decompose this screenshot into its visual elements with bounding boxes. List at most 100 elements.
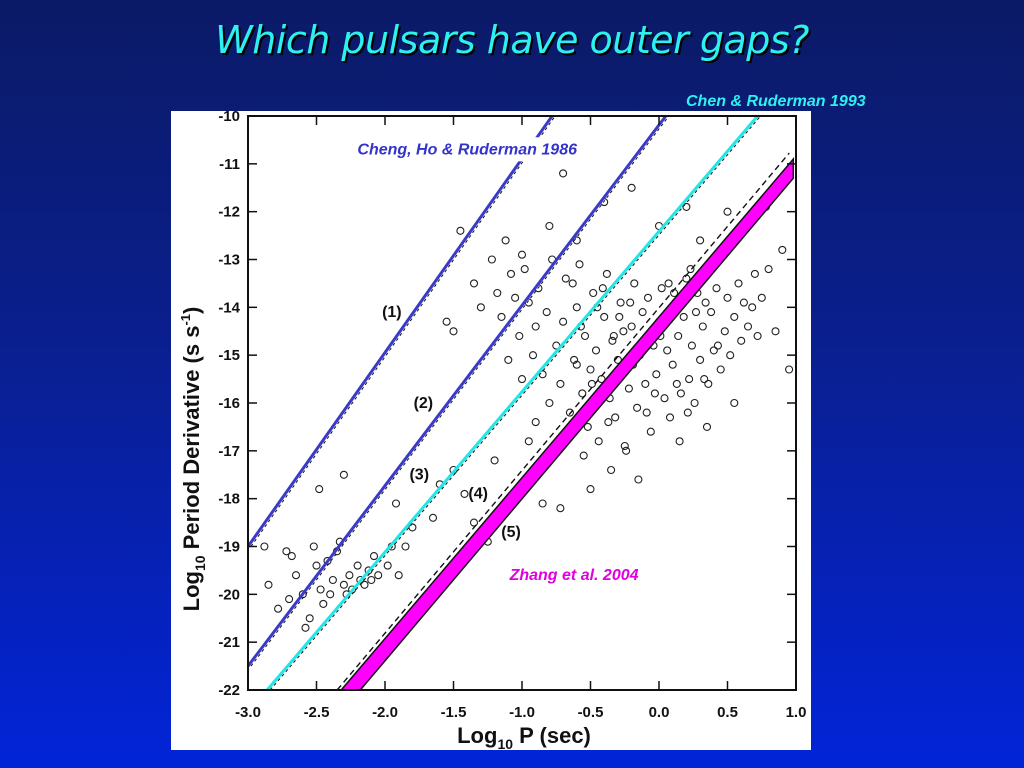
pulsar-point xyxy=(583,422,592,431)
pulsar-point xyxy=(696,236,705,245)
pulsar-point xyxy=(683,408,692,417)
y-tick-label: -19 xyxy=(218,539,240,556)
pulsar-point xyxy=(604,418,613,427)
pulsar-point xyxy=(469,279,479,288)
death-line-1-dashed xyxy=(250,115,556,547)
pulsar-point xyxy=(515,331,524,341)
pulsar-point xyxy=(531,322,540,331)
pulsar-point xyxy=(305,614,314,623)
pulsar-point xyxy=(702,422,712,431)
pulsar-point xyxy=(456,226,465,235)
pulsar-point xyxy=(638,308,647,317)
pulsar-point xyxy=(586,365,595,374)
x-tick-label: -2.0 xyxy=(372,704,398,721)
pulsar-ppdot-chart: -3.0 -2.5 -2.0 -1.5 -1.0 -0.5 0.0 0.5 1.0 -10 -11 -… xyxy=(178,111,806,750)
death-line-2 xyxy=(246,115,668,667)
pulsar-point xyxy=(469,518,479,527)
pulsar-point xyxy=(602,269,611,278)
pulsar-point xyxy=(591,346,601,355)
pulsar-point xyxy=(720,327,729,336)
pulsar-point xyxy=(589,288,598,298)
pulsar-point xyxy=(501,236,510,245)
pulsar-point xyxy=(504,355,513,364)
pulsar-point xyxy=(685,375,694,384)
pulsar-point xyxy=(707,308,716,317)
pulsar-point xyxy=(517,250,527,259)
y-tick-label: -18 xyxy=(218,491,240,508)
pulsar-point xyxy=(391,499,401,508)
zhang-band xyxy=(339,157,795,691)
pulsar-point xyxy=(517,375,527,384)
ticks-layer: -3.0 -2.5 -2.0 -1.5 -1.0 -0.5 0.0 0.5 1.0 -10 -11 -… xyxy=(218,111,806,721)
pulsar-point xyxy=(538,370,547,379)
line-label: (1) xyxy=(382,304,402,321)
death-line-1 xyxy=(246,115,554,548)
pulsar-point xyxy=(559,317,568,326)
x-tick-label: -0.5 xyxy=(578,704,604,721)
pulsar-point xyxy=(652,370,661,379)
y-tick-label: -13 xyxy=(218,252,240,269)
pulsar-point xyxy=(660,394,669,403)
pulsar-point xyxy=(713,341,722,350)
y-tick-label: -22 xyxy=(218,682,240,699)
y-tick-label: -17 xyxy=(218,443,240,460)
pulsar-point xyxy=(627,183,636,192)
x-tick-label: 0.0 xyxy=(649,704,670,721)
pulsar-point xyxy=(531,418,540,427)
pulsar-point xyxy=(312,561,321,570)
pulsar-point xyxy=(785,365,794,374)
pulsar-point xyxy=(460,489,469,498)
pulsar-point xyxy=(650,389,659,398)
pulsar-point xyxy=(291,571,301,580)
pulsar-point xyxy=(260,542,269,551)
death-lines-layer xyxy=(246,115,795,691)
line-label: (5) xyxy=(501,524,521,541)
pulsar-point xyxy=(663,346,672,355)
pulsar-point xyxy=(545,221,554,231)
pulsar-point xyxy=(348,585,357,594)
x-tick-label: 0.5 xyxy=(717,704,738,721)
pulsar-point xyxy=(360,580,369,589)
pulsar-point xyxy=(665,413,675,422)
pulsar-point xyxy=(587,379,596,388)
pulsar-point xyxy=(345,571,354,580)
pulsar-point xyxy=(743,322,753,331)
y-tick-label: -14 xyxy=(218,299,240,316)
y-tick-label: -21 xyxy=(218,634,240,651)
pulsar-point xyxy=(686,265,695,274)
pulsar-point xyxy=(339,580,348,589)
annotation-cheng-ho-ruderman: Cheng, Ho & Ruderman 1986 xyxy=(357,141,577,158)
pulsar-point xyxy=(594,437,603,446)
pulsar-point xyxy=(374,571,383,580)
pulsar-point xyxy=(627,322,636,331)
pulsar-point xyxy=(315,485,324,494)
pulsar-point xyxy=(339,470,348,479)
y-tick-label: -16 xyxy=(218,395,240,412)
pulsar-point xyxy=(274,604,283,613)
pulsar-point xyxy=(565,408,574,417)
pulsar-point xyxy=(716,365,725,374)
x-tick-label: -1.0 xyxy=(509,704,535,721)
pulsar-point xyxy=(624,384,633,393)
pulsar-point xyxy=(568,279,577,288)
pulsar-point xyxy=(753,331,762,341)
y-tick-label: -15 xyxy=(218,347,240,364)
pulsar-point xyxy=(698,322,707,331)
scatter-layer xyxy=(260,169,794,632)
pulsar-point xyxy=(598,284,607,293)
pulsar-point xyxy=(497,312,506,321)
pulsar-point xyxy=(383,561,392,570)
pulsar-point xyxy=(679,312,688,321)
pulsar-point xyxy=(691,308,701,317)
pulsar-point xyxy=(542,308,551,317)
pulsar-point xyxy=(561,274,570,283)
pulsar-point xyxy=(616,298,625,307)
chart-panel: -3.0 -2.5 -2.0 -1.5 -1.0 -0.5 0.0 0.5 1.0 -10 -11 -… xyxy=(171,111,811,750)
pulsar-point xyxy=(609,331,618,341)
pulsar-point xyxy=(646,427,655,436)
pulsar-point xyxy=(626,298,635,307)
pulsar-point xyxy=(578,389,587,398)
pulsar-point xyxy=(490,456,499,465)
pulsar-point xyxy=(757,293,766,302)
pulsar-point xyxy=(520,265,529,274)
